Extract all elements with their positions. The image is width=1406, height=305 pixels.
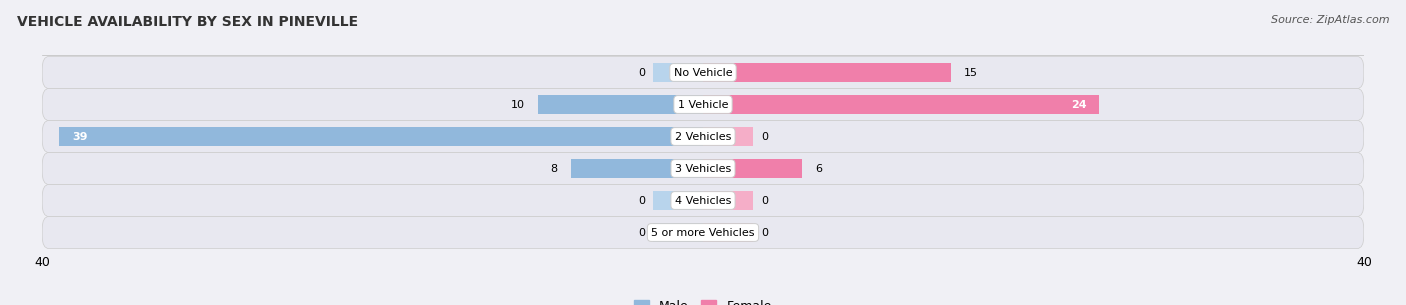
FancyBboxPatch shape (42, 88, 1364, 120)
Text: 0: 0 (761, 196, 768, 206)
Bar (703, 95, 1099, 114)
Text: 39: 39 (72, 131, 87, 142)
Bar (654, 63, 703, 82)
Bar (571, 159, 703, 178)
Text: 24: 24 (1070, 99, 1087, 109)
Bar (654, 223, 703, 242)
Bar (59, 127, 703, 146)
Legend: Male, Female: Male, Female (630, 295, 776, 305)
Text: No Vehicle: No Vehicle (673, 67, 733, 77)
Bar (703, 223, 752, 242)
FancyBboxPatch shape (42, 185, 1364, 217)
Text: 4 Vehicles: 4 Vehicles (675, 196, 731, 206)
FancyBboxPatch shape (42, 120, 1364, 152)
Text: 3 Vehicles: 3 Vehicles (675, 163, 731, 174)
Bar (537, 95, 703, 114)
Text: 0: 0 (638, 67, 645, 77)
Text: 6: 6 (815, 163, 823, 174)
Text: VEHICLE AVAILABILITY BY SEX IN PINEVILLE: VEHICLE AVAILABILITY BY SEX IN PINEVILLE (17, 15, 359, 29)
Text: 0: 0 (638, 196, 645, 206)
Text: 0: 0 (638, 228, 645, 238)
Bar (703, 63, 950, 82)
Text: 15: 15 (965, 67, 979, 77)
Text: 2 Vehicles: 2 Vehicles (675, 131, 731, 142)
Text: 10: 10 (510, 99, 524, 109)
FancyBboxPatch shape (42, 152, 1364, 185)
Text: 1 Vehicle: 1 Vehicle (678, 99, 728, 109)
FancyBboxPatch shape (42, 217, 1364, 249)
Text: 8: 8 (551, 163, 558, 174)
FancyBboxPatch shape (42, 56, 1364, 88)
Text: 0: 0 (761, 228, 768, 238)
Bar (703, 127, 752, 146)
Bar (703, 159, 801, 178)
Text: Source: ZipAtlas.com: Source: ZipAtlas.com (1271, 15, 1389, 25)
Bar (703, 191, 752, 210)
Bar (654, 191, 703, 210)
Text: 5 or more Vehicles: 5 or more Vehicles (651, 228, 755, 238)
Text: 0: 0 (761, 131, 768, 142)
